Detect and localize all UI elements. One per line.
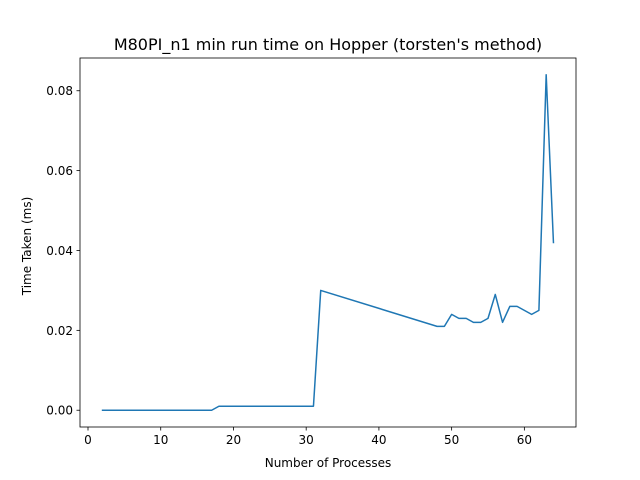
x-axis-ticks: 0 10 20 30 40 50 60 xyxy=(84,427,532,447)
y-tick-label: 0.08 xyxy=(46,84,73,98)
y-tick-label: 0.02 xyxy=(46,324,73,338)
y-axis-ticks: 0.00 0.02 0.04 0.06 0.08 xyxy=(46,84,80,418)
x-axis-label: Number of Processes xyxy=(265,456,392,470)
y-tick-label: 0.00 xyxy=(46,404,73,418)
x-tick-label: 0 xyxy=(84,433,92,447)
y-tick-label: 0.04 xyxy=(46,244,73,258)
x-tick-label: 60 xyxy=(517,433,532,447)
x-tick-label: 30 xyxy=(299,433,314,447)
x-tick-label: 10 xyxy=(153,433,168,447)
axes-frame xyxy=(79,57,577,428)
y-tick-label: 0.06 xyxy=(46,164,73,178)
x-tick-label: 40 xyxy=(371,433,386,447)
chart-title: M80PI_n1 min run time on Hopper (torsten… xyxy=(114,35,542,55)
plot-area xyxy=(79,57,577,428)
series-line-0 xyxy=(101,74,555,411)
x-tick-label: 50 xyxy=(444,433,459,447)
y-axis-label: Time Taken (ms) xyxy=(20,197,34,297)
x-tick-label: 20 xyxy=(226,433,241,447)
